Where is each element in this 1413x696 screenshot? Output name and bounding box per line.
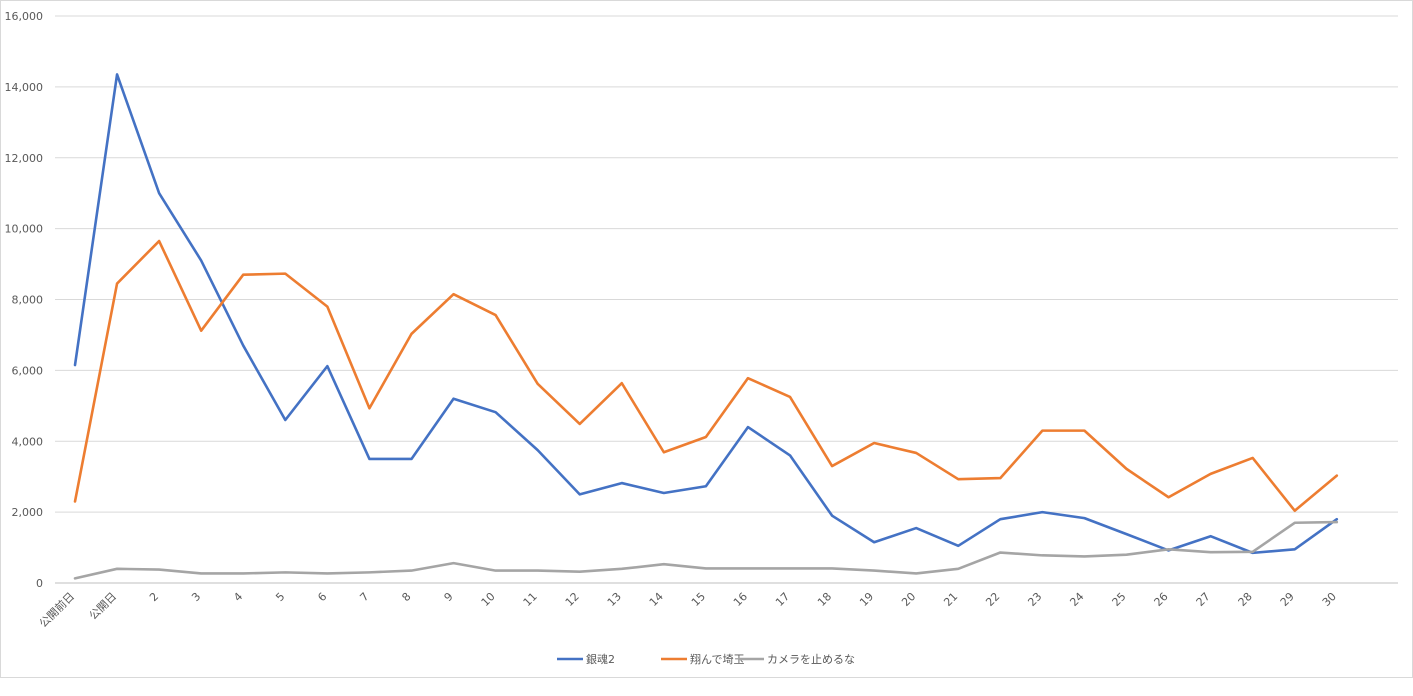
legend-label-2: 翔んで埼玉 xyxy=(690,652,744,666)
x-tick-label: 公開日 xyxy=(87,590,120,623)
legend: 銀魂2 翔んで埼玉 カメラを止めるな xyxy=(557,652,855,666)
x-tick-label: 9 xyxy=(442,590,456,604)
y-tick-label: 2,000 xyxy=(12,506,44,519)
y-tick-label: 12,000 xyxy=(5,152,44,165)
legend-label-3: カメラを止めるな xyxy=(767,653,855,666)
x-axis-tick-labels: 公開前日 公開日 2 3 4 5 6 7 8 9 10 11 12 13 14 15 16 17 18 19 20 21 2… xyxy=(36,589,1339,630)
y-tick-label: 0 xyxy=(36,577,43,590)
legend-label-1: 銀魂2 xyxy=(586,652,615,666)
x-tick-label: 2 xyxy=(147,590,161,604)
chart-area: 0 2,000 4,000 6,000 8,000 10,000 12,000 14,000 1… xyxy=(0,0,1413,678)
series-line-1 xyxy=(73,73,1339,555)
x-tick-label: 26 xyxy=(1152,590,1171,609)
x-tick-label: 16 xyxy=(731,590,750,609)
y-tick-label: 6,000 xyxy=(12,364,44,377)
x-tick-label: 11 xyxy=(521,590,540,609)
x-tick-label: 5 xyxy=(273,590,287,604)
x-tick-label: 24 xyxy=(1067,590,1086,609)
x-tick-label: 17 xyxy=(773,590,792,609)
x-tick-label: 13 xyxy=(605,590,624,609)
gridlines xyxy=(55,15,1398,584)
x-tick-label: 15 xyxy=(689,590,708,609)
x-tick-label: 27 xyxy=(1194,590,1213,609)
x-tick-label: 7 xyxy=(357,590,371,604)
y-axis-tick-labels: 0 2,000 4,000 6,000 8,000 10,000 12,000 14,000 1… xyxy=(5,10,44,590)
series-lines xyxy=(73,73,1339,580)
series-line-2 xyxy=(73,239,1339,513)
x-tick-label: 22 xyxy=(983,590,1002,609)
series-line-3 xyxy=(73,520,1339,580)
x-tick-label: 14 xyxy=(647,590,666,609)
x-tick-label: 10 xyxy=(479,590,498,609)
x-tick-label: 29 xyxy=(1278,590,1297,609)
x-tick-label: 3 xyxy=(189,590,203,604)
x-tick-label: 23 xyxy=(1025,590,1044,609)
x-tick-label: 30 xyxy=(1320,590,1339,609)
y-tick-label: 16,000 xyxy=(5,10,44,23)
x-tick-label: 12 xyxy=(563,590,582,609)
x-tick-label: 公開前日 xyxy=(36,589,77,630)
x-tick-label: 28 xyxy=(1236,590,1255,609)
y-tick-label: 10,000 xyxy=(5,223,44,236)
x-tick-label: 21 xyxy=(941,590,960,609)
y-tick-label: 4,000 xyxy=(12,435,44,448)
y-tick-label: 14,000 xyxy=(5,81,44,94)
x-tick-label: 6 xyxy=(315,590,329,604)
x-tick-label: 25 xyxy=(1110,590,1129,609)
x-tick-label: 8 xyxy=(399,590,413,604)
x-tick-label: 4 xyxy=(231,590,245,604)
x-tick-label: 18 xyxy=(815,590,834,609)
x-tick-label: 20 xyxy=(899,590,918,609)
line-chart: 0 2,000 4,000 6,000 8,000 10,000 12,000 14,000 1… xyxy=(5,10,1398,666)
y-tick-label: 8,000 xyxy=(12,294,44,307)
x-tick-label: 19 xyxy=(857,590,876,609)
